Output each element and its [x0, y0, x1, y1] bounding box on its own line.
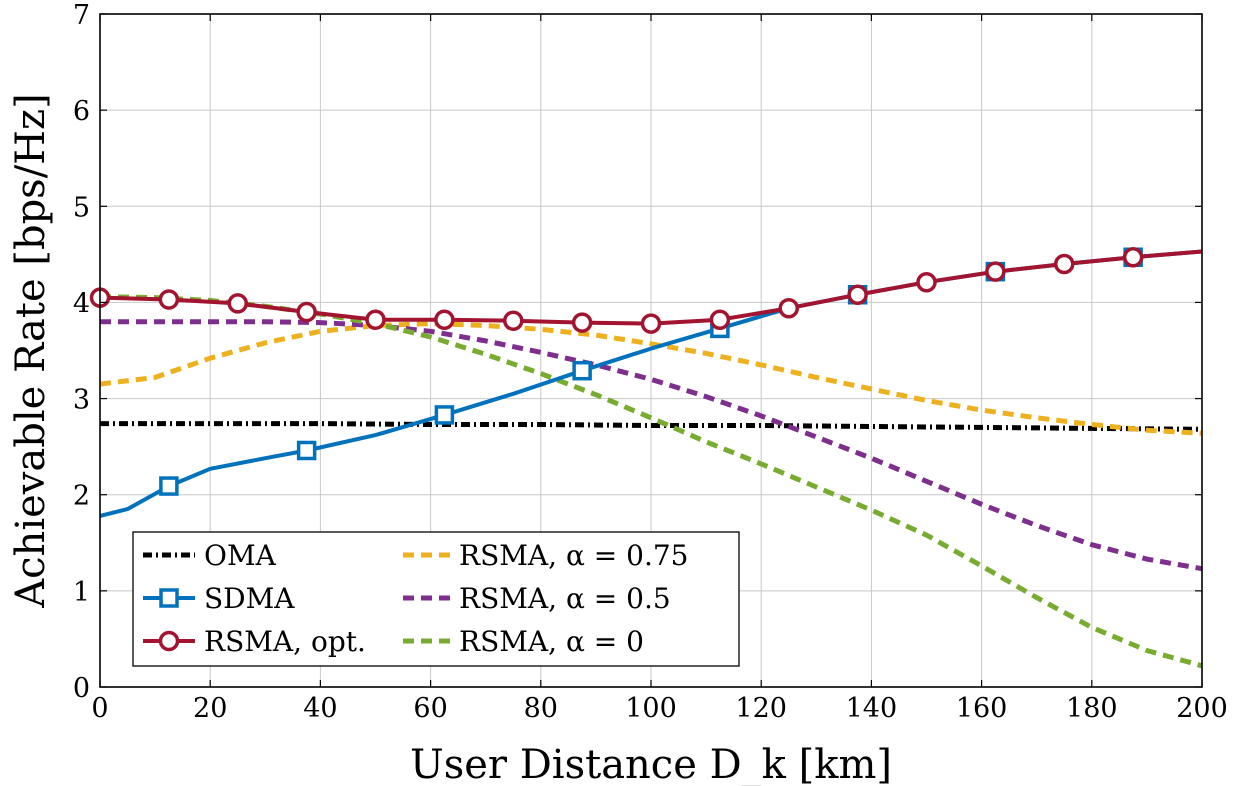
data-point-rsma-opt	[158, 289, 180, 310]
y-tick-label: 7	[73, 0, 90, 31]
y-tick-label: 2	[73, 481, 90, 512]
x-tick-label: 20	[193, 693, 227, 724]
y-tick-label: 0	[73, 673, 90, 704]
legend-label-rsma-0-5: RSMA, α = 0.5	[459, 582, 671, 615]
data-point-rsma-opt	[434, 309, 455, 330]
data-point-rsma-opt	[847, 284, 868, 305]
y-tick-label: 5	[73, 192, 90, 223]
legend-marker-rsma-opt	[158, 630, 180, 652]
x-tick-label: 40	[303, 693, 337, 724]
ticks: 0 20 40 60 80 100 120 140 160 180 200 0 1 2 3 4 5 6 7	[73, 0, 1228, 724]
data-point-rsma-opt	[227, 293, 248, 314]
legend-box	[132, 531, 740, 667]
x-tick-label: 140	[846, 693, 898, 724]
legend-marker-sdma	[159, 588, 179, 608]
legend-label-rsma-0-75: RSMA, α = 0.75	[459, 539, 688, 572]
y-tick-label: 1	[73, 577, 90, 608]
data-point-rsma-opt	[571, 312, 593, 333]
y-axis-label: Achievable Rate [bps/Hz]	[8, 93, 54, 608]
x-tick-label: 160	[956, 693, 1008, 724]
x-tick-label: 60	[413, 693, 447, 724]
x-axis-label: User Distance D_k [km]	[410, 742, 892, 786]
data-point-rsma-opt	[365, 309, 386, 330]
data-point-sdma	[572, 360, 592, 381]
data-point-rsma-opt	[985, 261, 1006, 282]
data-point-rsma-opt	[296, 301, 317, 323]
data-point-rsma-opt	[1054, 253, 1075, 275]
data-point-rsma-opt	[916, 271, 937, 293]
data-point-rsma-opt	[709, 309, 731, 330]
data-point-sdma	[296, 440, 317, 461]
data-point-rsma-opt	[503, 310, 524, 331]
data-point-sdma	[159, 476, 179, 496]
y-tick-label: 6	[73, 96, 90, 127]
data-point-rsma-opt	[1122, 246, 1144, 268]
legend-label-oma: OMA	[204, 539, 277, 572]
x-tick-label: 180	[1066, 693, 1118, 724]
x-tick-label: 100	[625, 693, 677, 724]
y-tick-label: 4	[73, 288, 90, 319]
series-line-rsma-0-75	[99, 321, 1203, 436]
legend-label-sdma: SDMA	[204, 582, 295, 615]
x-tick-label: 80	[524, 693, 558, 724]
legend-label-rsma-0: RSMA, α = 0	[459, 625, 644, 658]
legend: OMA SDMA RSMA, opt. RSMA, α = 0.75 RSMA, α =…	[132, 531, 740, 667]
y-tick-label: 3	[73, 385, 90, 416]
series-line-rsma-0-5	[100, 319, 1203, 572]
legend-label-rsma-opt: RSMA, opt.	[204, 625, 366, 658]
data-point-sdma	[434, 405, 455, 425]
data-point-rsma-opt	[640, 313, 662, 334]
data-point-rsma-opt	[778, 297, 799, 319]
series-line-oma	[100, 421, 1203, 432]
series-layer	[89, 246, 1203, 669]
x-tick-label: 120	[735, 693, 787, 724]
x-tick-label: 200	[1176, 693, 1228, 724]
x-tick-label: 0	[91, 693, 108, 724]
